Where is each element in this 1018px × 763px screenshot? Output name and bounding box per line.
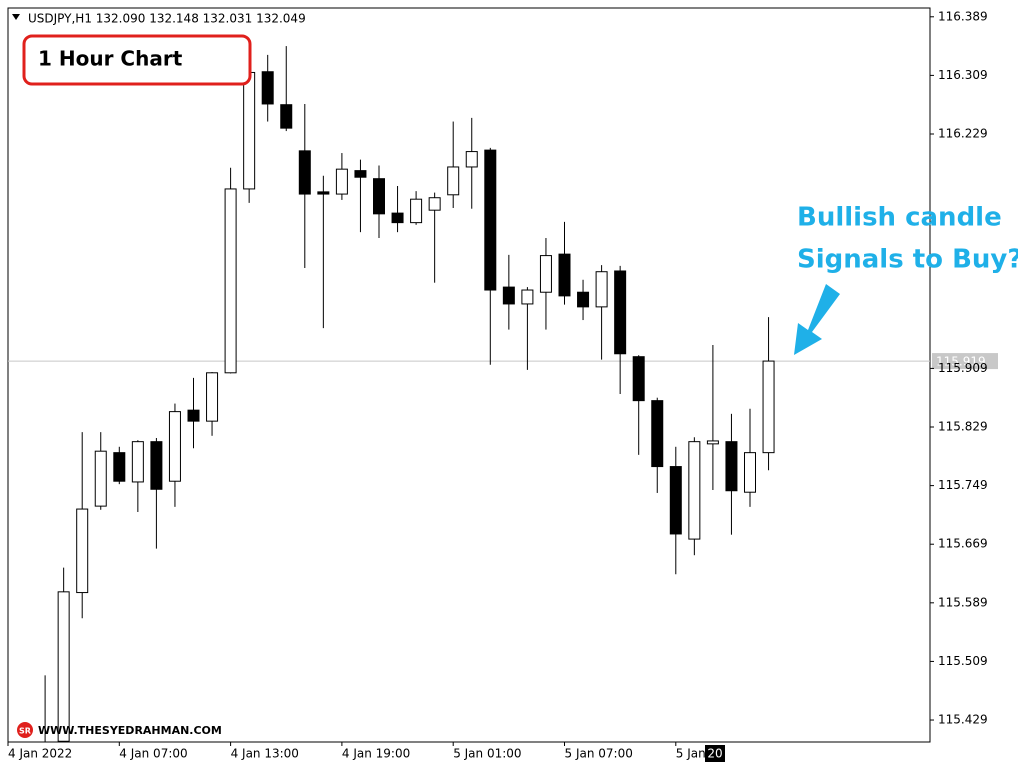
watermark: WWW.THESYEDRAHMAN.COM [38, 724, 222, 737]
candle-body [465, 151, 478, 168]
plot-area [8, 46, 930, 742]
candle-body [168, 411, 181, 482]
candle-body [558, 253, 571, 297]
candle-body [410, 198, 423, 224]
annotation-arrow [794, 284, 840, 355]
candle-body [632, 356, 645, 402]
y-tick-label: 115.829 [938, 420, 988, 434]
candle-body [94, 450, 107, 507]
candle-body [150, 441, 163, 490]
candle-body [206, 372, 219, 422]
annotation-box-text: 1 Hour Chart [38, 47, 183, 71]
candle-body [335, 168, 348, 195]
candle-body [651, 400, 664, 468]
candle-body [224, 188, 237, 374]
candle-body [113, 452, 126, 482]
plot-frame [7, 7, 931, 743]
candle-body [762, 360, 775, 454]
candle-body [502, 286, 515, 305]
y-tick-label: 115.429 [938, 713, 988, 727]
candle-body [521, 289, 534, 305]
candle-body [243, 71, 256, 190]
candle-body [577, 291, 590, 308]
candle-body [744, 452, 756, 493]
x-tick-label: 4 Jan 2022 [8, 747, 72, 761]
candle-body [447, 166, 460, 196]
candle-body [317, 191, 330, 195]
y-tick-label: 115.669 [938, 537, 988, 551]
candle-body [688, 441, 701, 540]
price-label-box [932, 353, 998, 370]
watermark-logo [17, 722, 33, 738]
x-tick-label: 4 Jan 19:00 [342, 747, 410, 761]
candle-body [57, 591, 70, 742]
watermark-logo-text: SR [19, 727, 31, 736]
candle-body [669, 466, 682, 535]
annotation-text: Signals to Buy? [797, 245, 1018, 275]
menu-triangle [12, 14, 20, 20]
candle-body [354, 170, 367, 178]
candle-body [187, 409, 200, 422]
candle-body [484, 149, 497, 291]
x-tick-label: 4 Jan 07:00 [119, 747, 187, 761]
x-tick-label: 4 Jan 13:00 [231, 747, 299, 761]
x-tick-label: 5 Jan 07:00 [565, 747, 633, 761]
candle-body [539, 255, 552, 293]
candle-body [373, 178, 385, 215]
candle-body [614, 270, 627, 355]
header: USDJPY,H1 132.090 132.148 132.031 132.04… [28, 12, 306, 26]
y-tick-label: 116.309 [938, 68, 988, 82]
price-label: 115.919 [936, 355, 986, 369]
annotation-text: Bullish candle [797, 203, 1002, 233]
x-tick-label: 5 Jan [676, 747, 706, 761]
candle-body [428, 197, 441, 211]
candle-body [391, 212, 404, 224]
candle-body [76, 508, 89, 594]
y-tick-label: 116.389 [938, 9, 988, 23]
y-tick-label: 115.749 [938, 478, 988, 492]
x-tick-label: 5 Jan 01:00 [453, 747, 521, 761]
y-tick-label: 115.509 [938, 654, 988, 668]
candle-body [725, 441, 738, 492]
cursor-label: 20 [707, 747, 722, 761]
candle-body [261, 71, 274, 105]
candle-body [706, 440, 719, 445]
candle-body [131, 441, 144, 483]
y-tick-label: 116.229 [938, 126, 988, 140]
y-tick-label: 115.589 [938, 595, 988, 609]
candle-body [595, 271, 608, 308]
candle-body [280, 104, 293, 129]
y-tick-label: 115.909 [938, 361, 988, 375]
cursor-box [705, 745, 725, 762]
candle-body [298, 150, 311, 195]
annotation-box [22, 34, 252, 86]
